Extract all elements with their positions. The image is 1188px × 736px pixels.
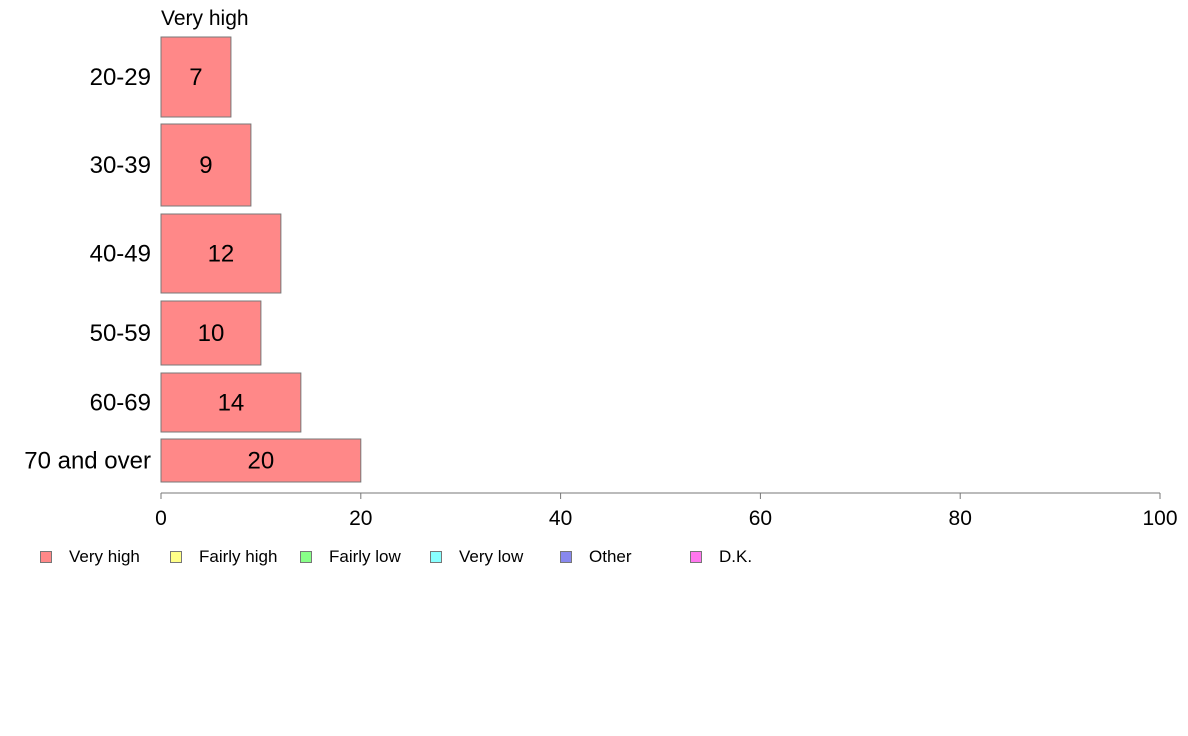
x-tick-label: 60 <box>749 507 772 530</box>
legend-label: Other <box>589 547 632 566</box>
legend-label: D.K. <box>719 547 753 566</box>
x-axis: 0 20 40 60 80 100 <box>155 492 1178 530</box>
legend-swatch <box>300 551 312 563</box>
legend-label: Very high <box>69 547 140 566</box>
legend-label: Very low <box>459 547 524 566</box>
legend-swatch <box>430 551 442 563</box>
bar-value-label: 7 <box>189 64 202 91</box>
legend-item: D.K. <box>690 547 752 567</box>
category-label: 40-49 <box>90 241 151 268</box>
bar-50-59 <box>160 300 262 366</box>
legend-label: Fairly low <box>329 547 401 566</box>
bar-value-label: 20 <box>248 448 275 475</box>
legend-swatch <box>40 551 52 563</box>
bar-70-and-over <box>160 438 362 483</box>
category-label: 70 and over <box>24 448 151 475</box>
bar-value-label: 14 <box>218 390 245 417</box>
bar-value-label: 12 <box>208 241 235 268</box>
bar-20-29 <box>160 36 232 118</box>
x-tick-label: 0 <box>155 507 167 530</box>
chart-title: Very high <box>161 7 249 30</box>
category-label: 60-69 <box>90 390 151 417</box>
category-labels: 20-29 30-39 40-49 50-59 60-69 70 and over <box>24 64 151 475</box>
legend-label: Fairly high <box>199 547 278 566</box>
bar-40-49 <box>160 213 282 294</box>
bar-60-69 <box>160 372 302 433</box>
legend-item: Other <box>560 547 632 567</box>
legend-swatch <box>560 551 572 563</box>
x-tick-label: 20 <box>349 507 372 530</box>
x-tick-label: 40 <box>549 507 572 530</box>
legend-item: Fairly low <box>300 547 401 567</box>
legend-swatch <box>690 551 702 563</box>
bars-layer: 7 9 12 10 14 20 <box>160 36 362 483</box>
legend-item: Very high <box>40 547 140 567</box>
legend-item: Very low <box>430 547 523 567</box>
x-tick-label: 80 <box>949 507 972 530</box>
bar-value-label: 9 <box>199 152 212 179</box>
bar-value-label: 10 <box>198 320 225 347</box>
category-label: 30-39 <box>90 152 151 179</box>
legend-item: Fairly high <box>170 547 277 567</box>
bar-30-39 <box>160 123 252 207</box>
category-label: 50-59 <box>90 320 151 347</box>
category-label: 20-29 <box>90 64 151 91</box>
legend-swatch <box>170 551 182 563</box>
x-tick-label: 100 <box>1142 507 1177 530</box>
